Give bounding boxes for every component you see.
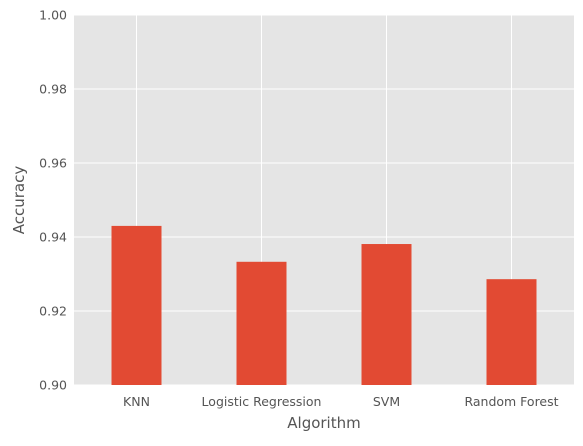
y-axis-label: Accuracy [10, 166, 28, 235]
y-tick-label: 1.00 [39, 8, 67, 23]
bar-random-forest [486, 279, 537, 385]
x-tick-label: Logistic Regression [202, 394, 322, 409]
bars [111, 225, 537, 385]
bar-knn [111, 225, 162, 385]
bar-svm [361, 244, 412, 385]
x-axis-label: Algorithm [287, 414, 360, 432]
y-tick-labels: 0.90 0.92 0.94 0.96 0.98 1.00 [39, 8, 67, 393]
x-tick-labels: KNN Logistic Regression SVM Random Forest [123, 394, 559, 409]
x-tick-label: Random Forest [464, 394, 558, 409]
bar-logistic-regression [236, 261, 287, 385]
y-tick-label: 0.94 [39, 230, 67, 245]
y-tick-label: 0.96 [39, 156, 67, 171]
y-tick-label: 0.98 [39, 82, 67, 97]
y-tick-label: 0.92 [39, 304, 67, 319]
y-tick-label: 0.90 [39, 378, 67, 393]
x-tick-label: KNN [123, 394, 150, 409]
x-tick-label: SVM [373, 394, 400, 409]
